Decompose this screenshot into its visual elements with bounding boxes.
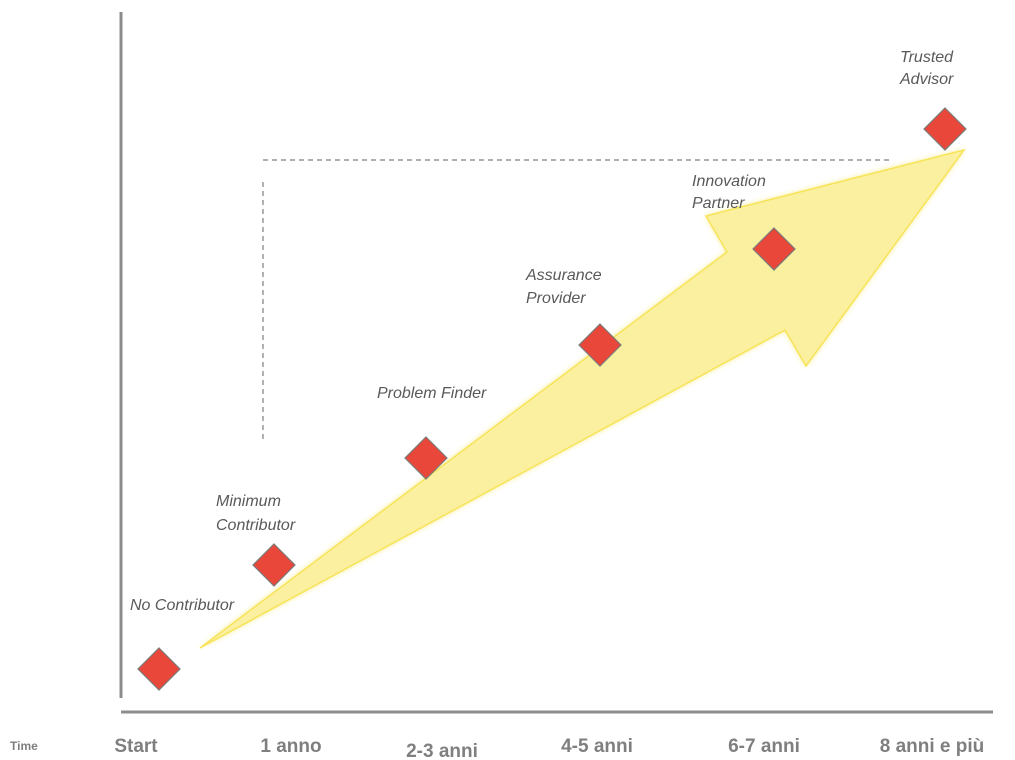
time-axis-labels: Start 1 anno 2-3 anni 4-5 anni 6-7 anni 8 ann… [114, 736, 984, 760]
time-label: 2-3 anni [406, 741, 478, 760]
stage-label-line: Partner [692, 195, 745, 212]
stage-label: Trusted Advisor [899, 49, 954, 88]
stage-label: Innovation Partner [692, 173, 766, 212]
stage-marker [923, 107, 967, 151]
stage-label-line: No Contributor [130, 597, 235, 614]
time-label: 4-5 anni [561, 736, 633, 757]
stage-label-line: Contributor [216, 517, 296, 534]
growth-arrow [199, 148, 966, 649]
stage-labels: No Contributor Minimum Contributor Problem … [130, 49, 954, 614]
stage-label: Assurance Provider [525, 267, 602, 307]
stage-marker [752, 227, 796, 271]
stage-label-line: Advisor [899, 71, 954, 88]
stage-label-line: Minimum [216, 493, 281, 510]
time-label: Start [114, 736, 158, 757]
stage-marker [578, 323, 622, 367]
time-label: 6-7 anni [728, 736, 800, 757]
time-label: 8 anni e più [880, 736, 985, 757]
stage-markers [137, 107, 967, 691]
stage-label-line: Provider [526, 290, 586, 307]
stage-label: Minimum Contributor [216, 493, 296, 534]
stage-label-line: Assurance [525, 267, 602, 284]
stage-marker [404, 436, 448, 480]
stage-marker [252, 543, 296, 587]
stage-label: Problem Finder [377, 385, 487, 402]
time-label: 1 anno [260, 736, 321, 757]
stage-label-line: Problem Finder [377, 385, 487, 402]
stage-marker [137, 647, 181, 691]
time-axis-caption: Time [10, 739, 38, 753]
stage-label-line: Trusted [900, 49, 954, 66]
stage-label: No Contributor [130, 597, 235, 614]
stage-label-line: Innovation [692, 173, 766, 190]
